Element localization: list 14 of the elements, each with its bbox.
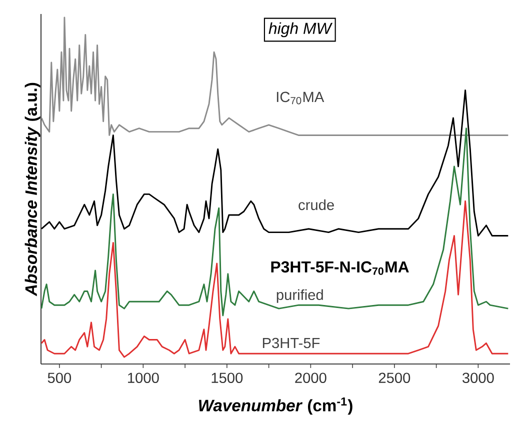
x-tick-label: 1500: [212, 372, 243, 384]
x-tick-label: 3000: [462, 372, 494, 384]
x-tick-label: 2000: [295, 372, 326, 384]
series-label: crude: [298, 199, 334, 210]
x-tick-label: 2500: [378, 372, 410, 384]
series-label: P3HT-5F: [262, 338, 320, 348]
y-axis-title: Absorbance Intensity (a.u.): [24, 82, 40, 296]
x-tick-label: 500: [48, 372, 72, 384]
x-axis-title: Wavenumber (cm$^{-1}$): [199, 397, 352, 415]
annotation: P3HT-5F-N-IC$_{70}$MA: [271, 261, 409, 275]
x-tick-label: 1000: [128, 372, 159, 384]
annotation: high MW: [268, 22, 333, 38]
series-label: IC$_{70}$MA: [276, 92, 324, 104]
series-label: purified: [276, 289, 323, 303]
